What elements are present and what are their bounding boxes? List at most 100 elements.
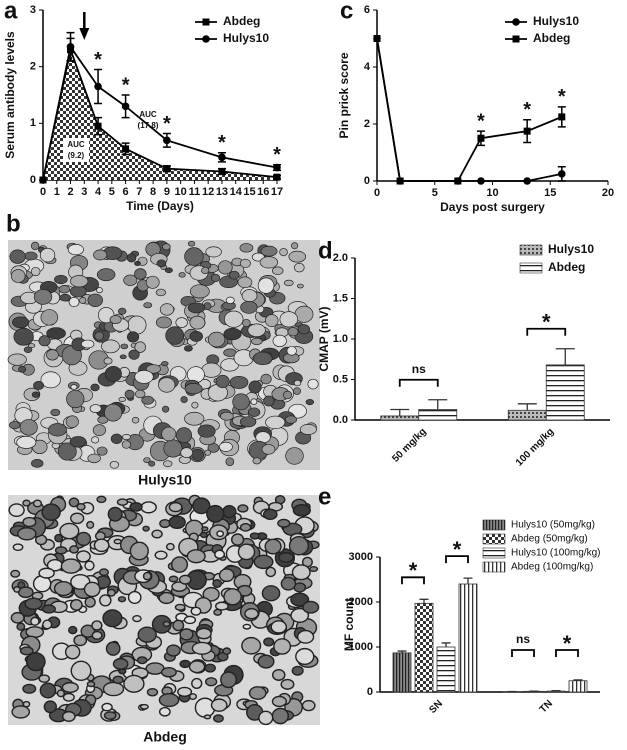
cell — [96, 495, 107, 504]
cell — [286, 346, 297, 356]
image-caption: Hulys10 — [138, 472, 192, 488]
error-bar — [441, 642, 451, 647]
cell — [203, 714, 212, 720]
cell — [127, 590, 142, 604]
cell — [59, 522, 80, 540]
cell — [154, 550, 168, 560]
cell — [129, 502, 143, 512]
panel-label: e — [318, 483, 331, 510]
cell — [271, 668, 286, 681]
cell — [92, 424, 106, 437]
cell — [195, 627, 212, 640]
cell — [62, 692, 75, 702]
x-tick-label: 3 — [81, 186, 87, 198]
cell — [293, 379, 302, 387]
cell — [259, 256, 279, 269]
x-tick-label: 4 — [95, 186, 102, 198]
x-tick-label: 2 — [67, 186, 73, 198]
cell — [109, 460, 120, 469]
cell — [69, 436, 87, 448]
cell — [76, 531, 92, 547]
significance: * — [558, 86, 566, 108]
cell — [132, 615, 142, 623]
cell — [134, 370, 154, 384]
cell — [160, 666, 177, 678]
cell — [86, 520, 95, 529]
cell — [187, 240, 196, 247]
cell — [191, 677, 203, 690]
cell — [244, 608, 259, 620]
cell — [19, 646, 34, 656]
cell — [66, 389, 85, 409]
cell — [87, 453, 101, 464]
cell — [248, 686, 267, 700]
cell — [170, 556, 189, 573]
legend-label: Hulys10 — [548, 242, 594, 256]
legend-label: Hulys10 — [223, 31, 269, 45]
cell — [272, 334, 287, 347]
cell — [54, 533, 64, 543]
cell — [151, 529, 163, 539]
cell — [70, 275, 89, 288]
cell — [229, 375, 249, 389]
legend-label: Hulys10 (50mg/kg) — [511, 520, 595, 531]
cell — [260, 245, 278, 257]
cell — [76, 503, 86, 511]
x-tick-label: 14 — [230, 186, 243, 198]
cell — [231, 533, 245, 546]
cell — [252, 351, 273, 366]
cell — [42, 619, 53, 630]
cell — [28, 343, 36, 349]
bar — [392, 652, 412, 693]
cell — [140, 501, 157, 514]
marker — [163, 165, 171, 173]
x-tick-label: 11 — [189, 186, 201, 198]
y-axis-label: Serum antibody levels — [3, 31, 17, 159]
bar — [414, 602, 434, 693]
cell — [260, 373, 272, 385]
cell — [178, 272, 186, 278]
cell — [10, 269, 26, 283]
cell — [118, 396, 126, 402]
marker — [396, 177, 404, 185]
auc-label: (17.8) — [138, 121, 159, 130]
cell — [285, 447, 304, 465]
cell — [292, 504, 311, 517]
significance: * — [94, 49, 102, 71]
y-tick-label: 0.5 — [333, 373, 348, 385]
cell — [283, 279, 294, 287]
cell — [61, 710, 76, 722]
x-tick-label: SN — [427, 698, 445, 716]
marker — [273, 163, 281, 172]
cell — [206, 504, 225, 523]
legend-label: Hulys10 — [533, 14, 579, 28]
cell — [84, 596, 96, 608]
panel-label: c — [340, 0, 353, 24]
legend-swatch — [519, 244, 543, 256]
marker — [477, 134, 485, 142]
cell — [9, 421, 21, 430]
cell — [177, 686, 193, 698]
cell — [41, 604, 56, 614]
cell — [54, 546, 68, 555]
cell — [218, 441, 233, 452]
cell — [60, 558, 82, 574]
cell — [232, 393, 250, 411]
cell — [251, 337, 263, 346]
cell — [13, 327, 34, 346]
cell — [263, 395, 275, 407]
cell — [69, 545, 79, 554]
marker — [94, 82, 102, 91]
cell — [168, 515, 186, 530]
cell — [73, 634, 88, 647]
cell — [214, 601, 229, 611]
cell — [69, 599, 83, 611]
cell — [293, 387, 302, 395]
cell — [121, 440, 132, 449]
cell — [110, 433, 123, 445]
cell — [290, 592, 310, 607]
cell — [168, 575, 179, 583]
bracket-label: * — [563, 631, 572, 656]
cell — [239, 416, 257, 428]
cell — [189, 284, 210, 299]
